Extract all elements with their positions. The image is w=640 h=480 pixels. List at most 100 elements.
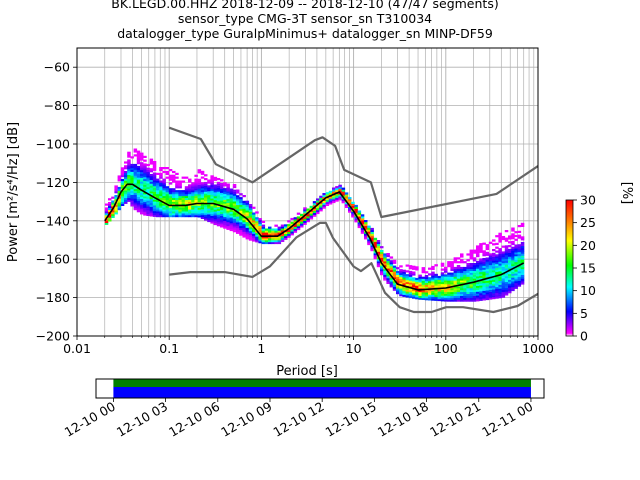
density-cell	[194, 197, 198, 200]
density-cell	[264, 232, 269, 235]
density-cell	[165, 190, 170, 193]
density-cell	[130, 175, 134, 178]
density-cell	[216, 222, 221, 225]
density-cell	[447, 288, 451, 291]
density-cell	[210, 186, 214, 189]
density-cell	[325, 198, 330, 201]
density-cell	[511, 256, 515, 259]
density-cell	[418, 276, 422, 279]
density-cell	[396, 288, 400, 291]
density-cell	[367, 237, 371, 240]
density-cell	[501, 291, 506, 294]
density-cell	[216, 202, 221, 206]
density-cell	[370, 233, 374, 236]
density-cell	[149, 191, 154, 194]
density-cell	[172, 180, 176, 183]
density-cell	[517, 280, 522, 283]
density-cell	[152, 178, 157, 181]
density-cell	[232, 185, 237, 189]
density-cell	[453, 293, 458, 296]
density-cell	[226, 214, 230, 217]
density-cell	[104, 203, 109, 206]
density-cell	[348, 208, 352, 211]
density-cell	[447, 299, 451, 302]
density-cell	[188, 195, 192, 198]
density-cell	[232, 220, 237, 223]
density-cell	[485, 292, 490, 295]
density-cell	[440, 299, 445, 302]
density-cell	[213, 207, 218, 210]
density-cell	[482, 242, 486, 245]
density-cell	[479, 271, 483, 275]
density-cell	[485, 269, 490, 272]
density-cell	[402, 273, 406, 276]
density-cell	[245, 212, 250, 215]
density-cell	[143, 198, 147, 201]
density-cell	[482, 263, 486, 266]
density-cell	[421, 267, 426, 270]
density-cell	[380, 251, 384, 255]
density-cell	[498, 265, 502, 268]
density-cell	[469, 293, 474, 296]
density-cell	[239, 206, 243, 209]
density-cell	[120, 169, 125, 172]
density-cell	[213, 188, 218, 191]
density-cell	[495, 258, 499, 261]
density-cell	[165, 172, 170, 175]
density-cell	[479, 281, 483, 284]
density-cell	[472, 282, 477, 285]
density-cell	[175, 172, 179, 175]
density-cell	[210, 213, 214, 216]
density-cell	[133, 173, 138, 176]
density-cell	[232, 195, 237, 198]
density-cell	[242, 206, 246, 209]
density-cell	[488, 253, 493, 256]
density-cell	[418, 297, 422, 300]
density-cell	[207, 193, 211, 196]
density-cell	[143, 159, 147, 162]
density-cell	[453, 289, 458, 293]
density-cell	[130, 185, 134, 188]
density-cell	[447, 280, 451, 283]
density-cell	[143, 169, 147, 172]
density-cell	[376, 253, 381, 256]
density-cell	[437, 289, 442, 292]
density-cell	[306, 208, 310, 211]
density-cell	[178, 182, 182, 185]
density-cell	[520, 236, 525, 239]
density-cell	[476, 264, 480, 267]
density-cell	[178, 192, 182, 195]
density-cell	[472, 263, 477, 266]
density-cell	[517, 234, 522, 237]
density-cell	[127, 161, 131, 164]
density-cell	[296, 216, 301, 219]
density-cell	[223, 226, 227, 229]
density-cell	[316, 210, 320, 213]
density-cell	[210, 206, 214, 209]
density-cell	[488, 259, 493, 262]
density-cell	[223, 197, 227, 200]
density-cell	[322, 196, 326, 200]
density-cell	[120, 184, 125, 187]
density-cell	[165, 170, 170, 174]
density-cell	[149, 204, 154, 207]
density-cell	[156, 180, 160, 183]
density-cell	[255, 221, 259, 224]
density-cell	[140, 193, 144, 196]
density-cell	[268, 234, 272, 237]
density-cell	[242, 204, 246, 207]
density-cell	[143, 192, 147, 195]
density-cell	[242, 229, 246, 232]
density-cell	[197, 186, 202, 189]
density-cell	[508, 275, 512, 278]
density-cell	[421, 295, 426, 299]
density-cell	[210, 179, 214, 182]
density-cell	[178, 213, 182, 216]
density-cell	[104, 209, 109, 212]
density-cell	[431, 275, 435, 278]
density-cell	[194, 180, 198, 183]
density-cell	[415, 291, 419, 294]
density-cell	[268, 230, 272, 233]
density-cell	[200, 207, 205, 210]
density-cell	[120, 192, 125, 195]
